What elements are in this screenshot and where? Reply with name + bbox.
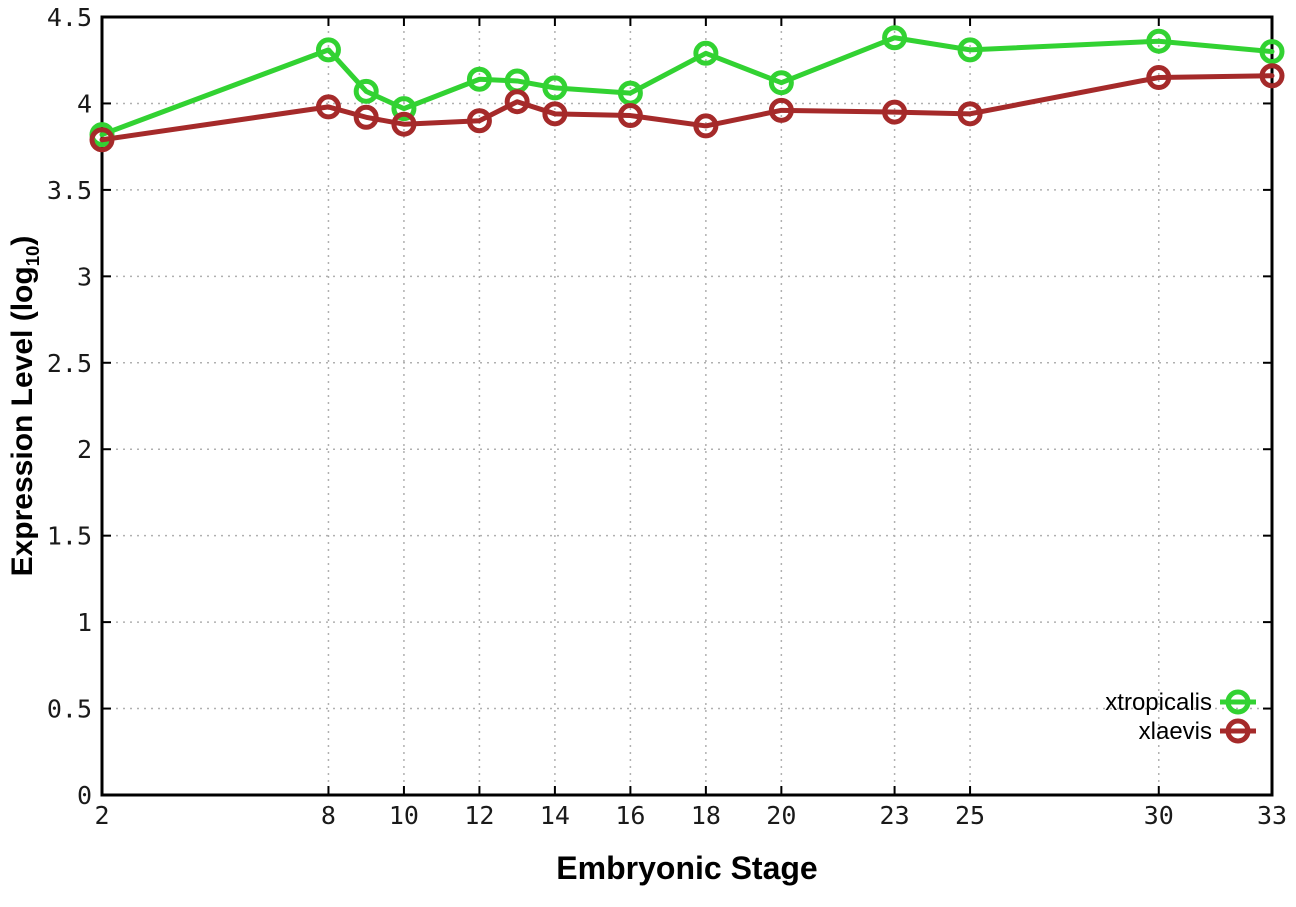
data-point-xtropicalis	[315, 37, 341, 63]
x-tick-label: 23	[880, 801, 910, 830]
data-point-xtropicalis	[1146, 28, 1172, 54]
data-point-xlaevis	[1259, 63, 1285, 89]
x-tick-label: 2	[94, 801, 109, 830]
data-point-xlaevis	[315, 94, 341, 120]
y-tick-label: 4.5	[47, 3, 92, 32]
y-tick-label: 0.5	[47, 695, 92, 724]
x-tick-label: 18	[691, 801, 721, 830]
data-point-xlaevis	[1146, 65, 1172, 91]
data-point-xlaevis	[768, 97, 794, 123]
legend-label-xlaevis: xlaevis	[1139, 718, 1212, 745]
data-point-xlaevis	[353, 104, 379, 130]
series-line-xlaevis	[99, 73, 1275, 143]
data-point-xlaevis	[882, 99, 908, 125]
data-point-xlaevis	[504, 89, 530, 115]
data-point-xlaevis	[957, 101, 983, 127]
y-tick-label: 3.5	[47, 176, 92, 205]
x-tick-label: 10	[389, 801, 419, 830]
data-point-xtropicalis	[768, 70, 794, 96]
x-tick-label: 20	[766, 801, 796, 830]
data-point-xtropicalis	[1259, 39, 1285, 65]
data-point-xlaevis	[466, 108, 492, 134]
y-tick-label: 2.5	[47, 349, 92, 378]
data-point-xtropicalis	[466, 66, 492, 92]
y-axis-title-subscript: 10	[22, 245, 43, 267]
legend-sample-point-xlaevis	[1225, 718, 1251, 744]
y-tick-label: 4	[77, 89, 92, 118]
y-axis-title-suffix: )	[6, 235, 39, 246]
y-tick-label: 2	[77, 435, 92, 464]
x-tick-label: 8	[321, 801, 336, 830]
y-tick-label: 3	[77, 262, 92, 291]
data-point-xlaevis	[89, 127, 115, 153]
x-tick-label: 12	[464, 801, 494, 830]
x-tick-label: 16	[615, 801, 645, 830]
plot-border	[100, 15, 1274, 797]
series-line-xtropicalis	[99, 35, 1275, 138]
y-axis-title-text: Expression Level (log	[6, 266, 39, 577]
x-tick-label: 33	[1257, 801, 1287, 830]
y-axis-title: Expression Level (log10)	[4, 236, 52, 577]
data-point-xlaevis	[542, 101, 568, 127]
data-point-xtropicalis	[353, 78, 379, 104]
data-point-xtropicalis	[693, 40, 719, 66]
data-point-xtropicalis	[882, 25, 908, 51]
data-point-xtropicalis	[542, 75, 568, 101]
data-point-xtropicalis	[957, 37, 983, 63]
data-point-xlaevis	[693, 113, 719, 139]
legend-label-xtropicalis: xtropicalis	[1105, 689, 1212, 716]
legend-sample-point-xtropicalis	[1225, 689, 1251, 715]
y-tick-label: 0	[77, 781, 92, 810]
x-tick-label: 30	[1144, 801, 1174, 830]
x-tick-label: 14	[540, 801, 570, 830]
data-point-xlaevis	[617, 103, 643, 129]
y-tick-label: 1.5	[47, 522, 92, 551]
data-point-xlaevis	[391, 111, 417, 137]
data-point-xtropicalis	[391, 96, 417, 122]
y-tick-label: 1	[77, 608, 92, 637]
x-axis-title: Embryonic Stage	[556, 850, 818, 886]
x-tick-label: 25	[955, 801, 985, 830]
